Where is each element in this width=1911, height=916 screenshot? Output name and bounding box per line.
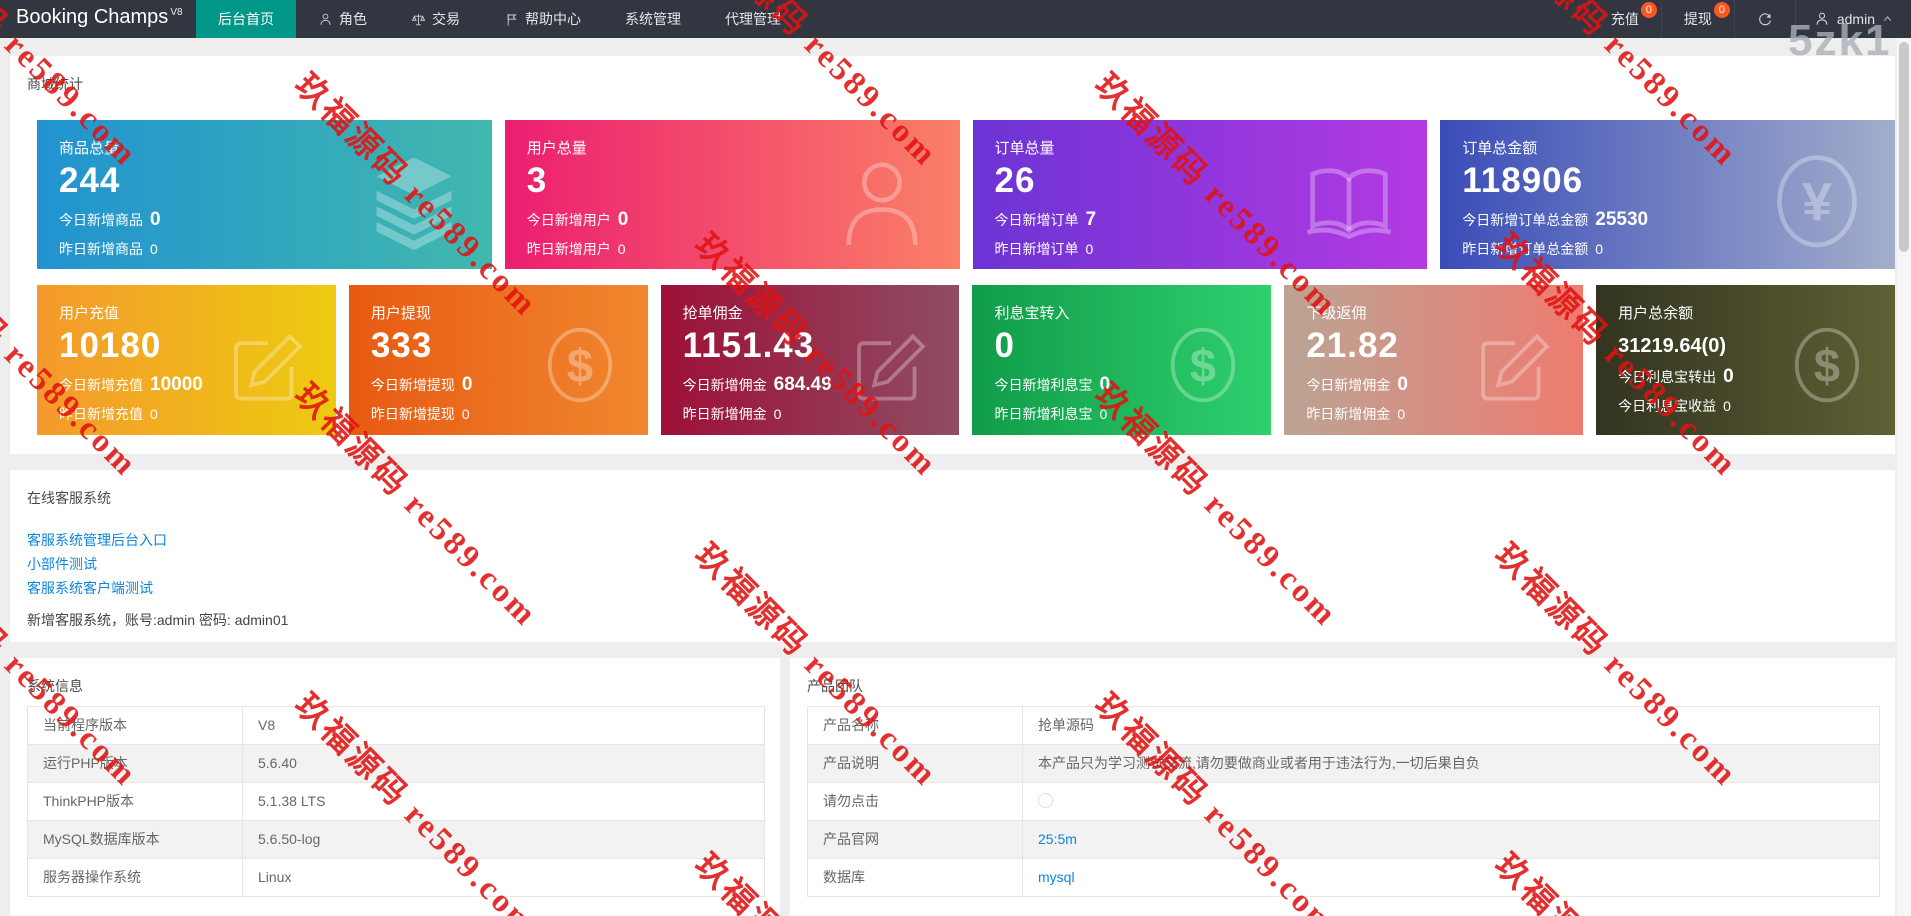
product-site-link[interactable]: 25:5m <box>1038 831 1077 847</box>
stats-panel-title: 商城统计 <box>27 76 83 92</box>
service-panel-title: 在线客服系统 <box>27 490 111 506</box>
database-link[interactable]: mysql <box>1038 869 1075 885</box>
nav-item-system-admin[interactable]: 系统管理 <box>625 11 681 27</box>
table-row: 数据库 mysql <box>808 859 1879 897</box>
svg-text:$: $ <box>1190 339 1216 392</box>
table-row: 产品官网 25:5m <box>808 821 1879 859</box>
yen-icon: ¥ <box>1765 149 1869 253</box>
flag-icon <box>507 13 517 25</box>
stat-card-user-balance[interactable]: 用户总余额 31219.64(0) 今日利息宝转出 0 今日利息宝收益 0 $ <box>1596 285 1895 435</box>
withdraw-button[interactable]: 提现 0 <box>1660 0 1734 38</box>
scrollbar-thumb[interactable] <box>1899 42 1909 252</box>
stat-card-orders-total[interactable]: 订单总量 26 今日新增订单 7 昨日新增订单 0 <box>972 120 1428 269</box>
table-row: 请勿点击 <box>808 783 1879 821</box>
stat-card-grab-commission[interactable]: 抢单佣金 1151.43 今日新增佣金 684.49 昨日新增佣金 0 <box>660 285 960 435</box>
layers-icon <box>362 149 466 253</box>
caret-up-icon <box>1882 11 1893 27</box>
system-info-panel: 系统信息 当前程序版本 V8 运行PHP版本 5.6.40 ThinkPHP版本 5.… <box>10 658 780 916</box>
system-info-table: 当前程序版本 V8 运行PHP版本 5.6.40 ThinkPHP版本 5.1.38 … <box>27 706 765 897</box>
table-row: 运行PHP版本 5.6.40 <box>28 745 764 783</box>
table-row: 服务器操作系统 Linux <box>28 859 764 897</box>
service-client-test-link[interactable]: 客服系统客户端测试 <box>27 580 153 596</box>
dollar-icon: $ <box>1161 323 1245 407</box>
user-icon <box>1816 12 1828 25</box>
stats-panel: 商城统计 商品总量 244 今日新增商品 0 昨日新增商品 0 用户总量 3 今日新… <box>10 56 1895 454</box>
table-row: 产品名称 抢单源码 <box>808 707 1879 745</box>
stat-card-products-total[interactable]: 商品总量 244 今日新增商品 0 昨日新增商品 0 <box>37 120 492 269</box>
system-info-title: 系统信息 <box>27 678 83 694</box>
widget-test-link[interactable]: 小部件测试 <box>27 556 97 572</box>
edit-icon <box>226 323 310 407</box>
book-icon <box>1297 149 1401 253</box>
stat-card-interest-in[interactable]: 利息宝转入 0 今日新增利息宝 0 昨日新增利息宝 0 $ <box>972 285 1272 435</box>
refresh-icon <box>1759 13 1771 26</box>
recharge-button[interactable]: 充值 0 <box>1587 0 1661 38</box>
withdraw-badge: 0 <box>1713 2 1730 18</box>
service-admin-entry-link[interactable]: 客服系统管理后台入口 <box>27 532 167 548</box>
table-row: MySQL数据库版本 5.6.50-log <box>28 821 764 859</box>
top-navbar: Booking Champs V8 后台首页 角色 交易 帮助中心 系统管理 代理… <box>0 0 1911 38</box>
nav-item-home[interactable]: 后台首页 <box>196 0 296 38</box>
svg-text:¥: ¥ <box>1802 171 1832 231</box>
username: admin <box>1836 11 1875 27</box>
vertical-scrollbar[interactable] <box>1897 38 1911 916</box>
dollar-icon: $ <box>1785 323 1869 407</box>
stats-row-2: 用户充值 10180 今日新增充值 10000 昨日新增充值 0 用户提现 333 … <box>37 285 1895 435</box>
svg-text:$: $ <box>1814 339 1840 392</box>
refresh-button[interactable] <box>1733 0 1795 38</box>
user-menu[interactable]: admin <box>1794 0 1911 38</box>
service-account-note: 新增客服系统，账号:admin 密码: admin01 <box>27 612 289 628</box>
recharge-badge: 0 <box>1640 2 1657 18</box>
dollar-icon: $ <box>538 323 622 407</box>
stat-card-users-total[interactable]: 用户总量 3 今日新增用户 0 昨日新增用户 0 <box>504 120 960 269</box>
stat-card-user-recharge[interactable]: 用户充值 10180 今日新增充值 10000 昨日新增充值 0 <box>37 285 336 435</box>
faint-circle-icon <box>1038 793 1053 809</box>
stat-card-user-withdraw[interactable]: 用户提现 333 今日新增提现 0 昨日新增提现 0 $ <box>348 285 648 435</box>
stat-card-sub-rebate[interactable]: 下级返佣 21.82 今日新增佣金 0 昨日新增佣金 0 <box>1284 285 1584 435</box>
product-team-panel: 产品团队 产品名称 抢单源码 产品说明 本产品只为学习测试交流,请勿要做商业或者用于… <box>790 658 1895 916</box>
person-icon <box>320 13 331 25</box>
brand-text: Booking Champs <box>16 6 169 28</box>
brand-version: V8 <box>170 7 183 19</box>
nav-item-roles[interactable]: 角色 <box>296 0 389 38</box>
brand-logo[interactable]: Booking Champs V8 <box>0 0 196 38</box>
edit-icon <box>849 323 933 407</box>
scales-icon <box>411 13 426 25</box>
table-row: 产品说明 本产品只为学习测试交流,请勿要做商业或者用于违法行为,一切后果自负 <box>808 745 1879 783</box>
do-not-click-cell[interactable] <box>1023 783 1879 820</box>
table-row: ThinkPHP版本 5.1.38 LTS <box>28 783 764 821</box>
stat-card-order-amount[interactable]: 订单总金额 118906 今日新增订单总金额 25530 昨日新增订单总金额 0 ¥ <box>1440 120 1895 269</box>
nav-item-agent-admin[interactable]: 代理管理 <box>725 11 781 27</box>
product-team-title: 产品团队 <box>807 678 863 694</box>
product-team-table: 产品名称 抢单源码 产品说明 本产品只为学习测试交流,请勿要做商业或者用于违法行为,… <box>807 706 1880 897</box>
person-icon <box>830 149 934 253</box>
edit-icon <box>1473 323 1557 407</box>
nav-item-help-center[interactable]: 帮助中心 <box>482 0 603 38</box>
svg-text:$: $ <box>567 339 593 392</box>
table-row: 当前程序版本 V8 <box>28 707 764 745</box>
nav-item-trade[interactable]: 交易 <box>389 0 482 38</box>
online-service-panel: 在线客服系统 客服系统管理后台入口 小部件测试 客服系统客户端测试 新增客服系统… <box>10 470 1895 642</box>
stats-row-1: 商品总量 244 今日新增商品 0 昨日新增商品 0 用户总量 3 今日新增用户 0 … <box>37 120 1895 269</box>
navbar-right: 充值 0 提现 0 admin <box>1587 0 1911 38</box>
